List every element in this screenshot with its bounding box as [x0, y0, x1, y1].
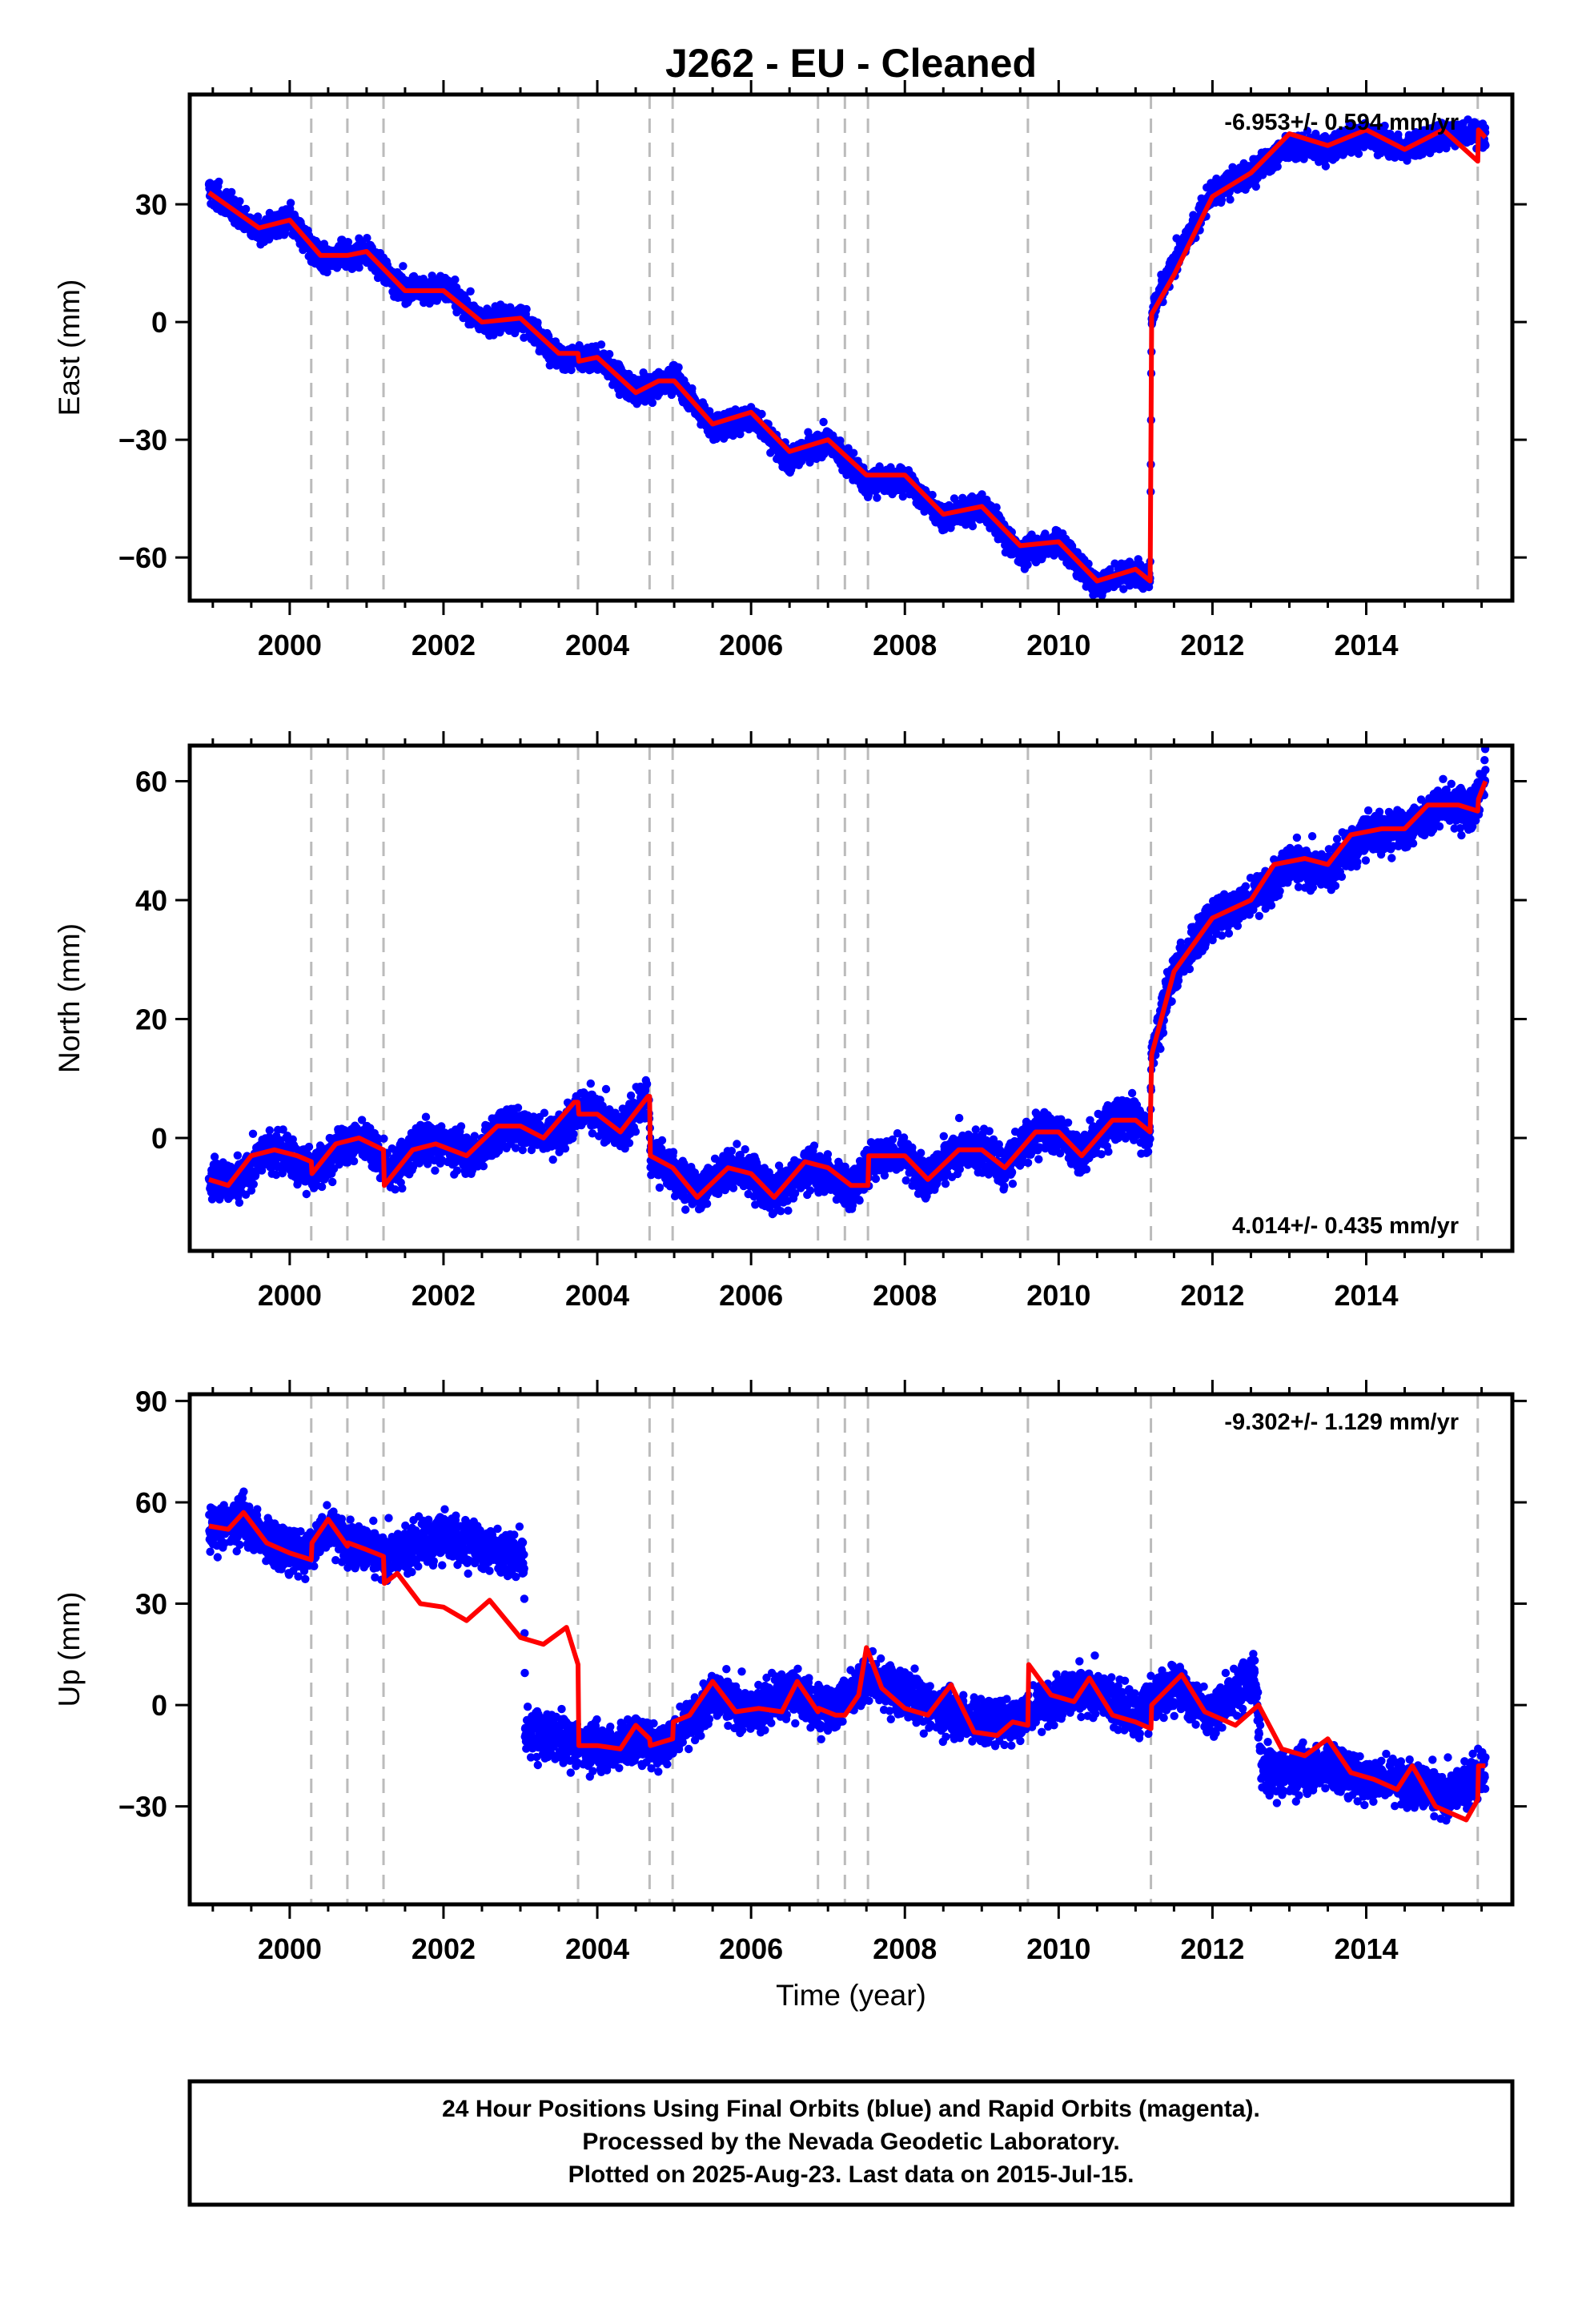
- data-point: [399, 262, 408, 271]
- data-point: [235, 197, 244, 206]
- figure-title: J262 - EU - Cleaned: [665, 41, 1037, 86]
- data-point: [1321, 162, 1331, 171]
- data-point: [466, 287, 475, 296]
- plot-area: [190, 94, 1512, 601]
- data-point: [227, 187, 236, 197]
- data-point: [215, 177, 223, 187]
- data-point: [992, 503, 1001, 512]
- data-point: [648, 398, 657, 408]
- data-point: [355, 263, 363, 272]
- data-point: [674, 363, 683, 372]
- east-panel: 2000 2002 2004 2006 2008 2010 2012 2014−60−3003…: [53, 80, 1527, 661]
- data-point: [836, 436, 845, 445]
- data-point: [1354, 149, 1363, 159]
- data-point: [253, 212, 263, 221]
- data-point: [241, 204, 251, 214]
- data-point: [819, 417, 828, 427]
- data-point: [451, 275, 460, 284]
- data-point: [849, 448, 858, 457]
- data-point: [286, 199, 295, 207]
- data-point: [1251, 182, 1261, 191]
- data-point: [605, 350, 614, 359]
- data-point: [343, 238, 353, 247]
- data-point: [873, 493, 881, 502]
- data-point: [596, 340, 606, 349]
- data-point: [968, 521, 978, 531]
- data-point: [1226, 195, 1235, 204]
- data-point: [522, 304, 531, 314]
- data-point: [363, 234, 371, 243]
